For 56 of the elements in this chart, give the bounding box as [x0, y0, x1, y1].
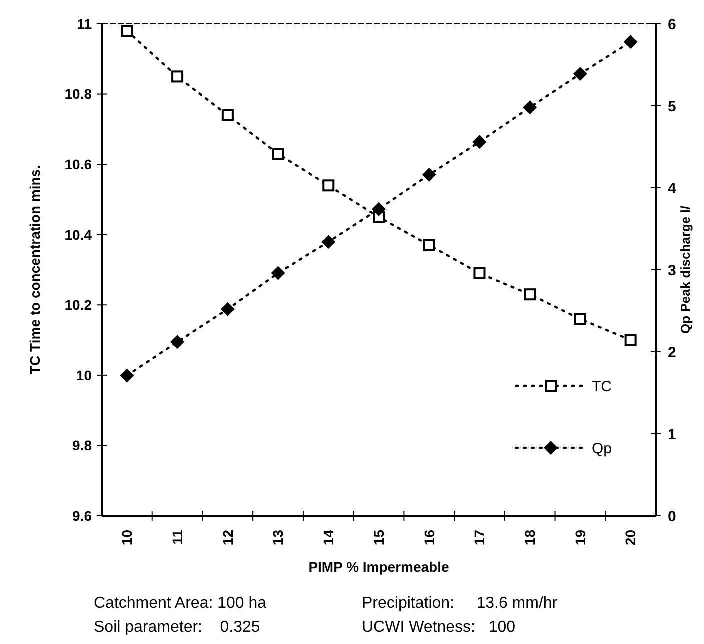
point [423, 239, 436, 252]
point [422, 168, 436, 182]
text: Catchment Area: 100 ha [94, 595, 267, 612]
point [472, 135, 487, 150]
y2-tick-label: 3 [668, 262, 676, 280]
y-tick-label: 11 [77, 16, 92, 32]
x-axis-title: PIMP % Impermeable [308, 559, 450, 575]
point [120, 368, 134, 383]
x-tick-label: 10 [119, 530, 136, 546]
point [222, 109, 234, 122]
y2-tick-label: 2 [668, 344, 676, 362]
y2-tick-label: 4 [668, 180, 677, 198]
point [172, 70, 184, 83]
point [322, 235, 336, 250]
legend-label: TC [592, 378, 612, 396]
x-tick-label: 16 [421, 530, 438, 546]
text: UCWI Wetness: 100 [362, 619, 516, 636]
x-tick-label: 11 [169, 530, 186, 545]
x-tick-label: 17 [472, 530, 488, 546]
point [524, 288, 536, 301]
y-tick-label: 9.8 [72, 438, 92, 454]
point [220, 302, 235, 316]
x-tick-label: 20 [622, 530, 639, 546]
point [170, 335, 185, 350]
legend-label: Qp [592, 440, 612, 458]
text: Soil parameter: 0.325 [94, 619, 260, 636]
x-tick-label: 12 [220, 530, 236, 546]
point [322, 180, 335, 192]
point [574, 313, 586, 326]
x-tick-label: 13 [270, 530, 286, 546]
point [624, 334, 637, 346]
point [272, 148, 284, 160]
y2-tick-label: 0 [668, 508, 676, 526]
y-tick-label: 10.2 [64, 297, 92, 314]
text: Precipitation: 13.6 mm/hr [362, 595, 558, 612]
x-tick-label: 19 [572, 530, 588, 546]
point [624, 35, 638, 50]
y2-tick-label: 1 [668, 426, 676, 444]
y2-axis-title: Qp Peak discharge l/ [678, 206, 693, 334]
y-tick-label: 9.6 [72, 508, 92, 524]
point [271, 266, 286, 280]
x-tick-label: 14 [320, 530, 337, 546]
y-axis-title: TC Time to concentration mins. [27, 166, 43, 374]
point [523, 100, 538, 115]
point [573, 67, 588, 82]
point [121, 25, 134, 38]
point [474, 268, 486, 280]
point [372, 202, 386, 216]
y-tick-label: 10.6 [64, 156, 92, 172]
y-tick-label: 10.4 [64, 226, 92, 243]
y2-tick-label: 5 [668, 98, 676, 116]
y-tick-label: 10 [76, 367, 92, 384]
y-tick-label: 10.8 [64, 86, 92, 102]
y2-tick-label: 6 [668, 16, 676, 34]
x-tick-label: 15 [370, 530, 387, 546]
x-tick-label: 18 [522, 530, 538, 546]
